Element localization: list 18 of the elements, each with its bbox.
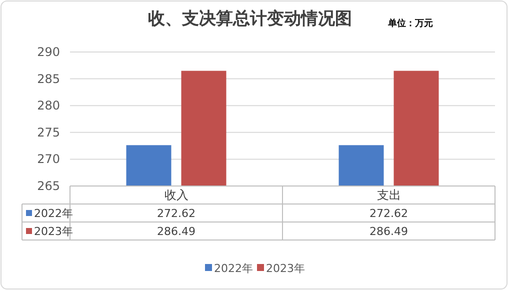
y-tick-label: 290 bbox=[37, 45, 60, 59]
chart-title: 收、支决算总计变动情况图 bbox=[148, 9, 352, 29]
text: 2022年 bbox=[214, 262, 253, 275]
y-tick-label: 270 bbox=[37, 152, 60, 166]
y-tick-label: 285 bbox=[37, 72, 60, 86]
data-label: 286.49 bbox=[157, 225, 196, 238]
data-label: 286.49 bbox=[370, 225, 408, 238]
text: 2023年 bbox=[34, 225, 73, 238]
y-tick-label: 275 bbox=[37, 125, 60, 140]
legend-label: 2022年 bbox=[34, 207, 73, 220]
y-tick-label: 280 bbox=[37, 98, 60, 113]
y-tick-label: 265 bbox=[37, 179, 60, 193]
text: 单位：万元 bbox=[387, 18, 433, 29]
x-tick-label: 收入 bbox=[164, 188, 188, 202]
data-label: 272.62 bbox=[370, 207, 408, 220]
x-tick-label: 支出 bbox=[376, 188, 401, 202]
data-label: 272.62 bbox=[157, 207, 196, 220]
legend-label: 2023年 bbox=[266, 262, 305, 275]
